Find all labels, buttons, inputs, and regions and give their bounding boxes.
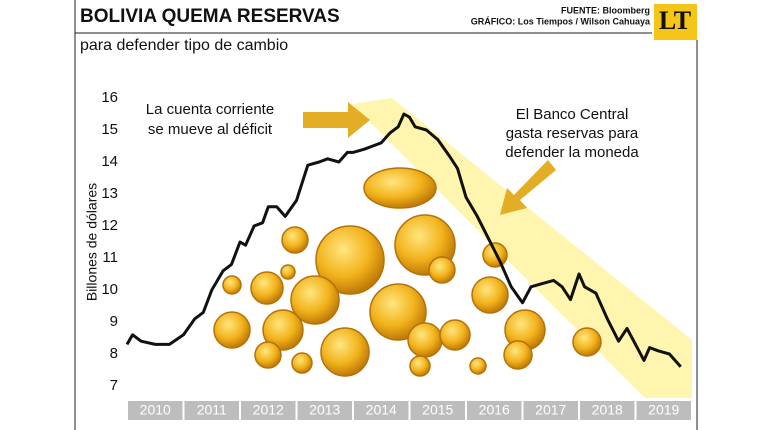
source: FUENTE: Bloomberg [561, 5, 650, 15]
coin [572, 327, 602, 357]
x-tick-label: 2017 [535, 402, 566, 418]
coin [291, 352, 313, 374]
x-tick-box [636, 401, 691, 420]
coin [407, 322, 443, 358]
annotation: El Banco Central [516, 106, 629, 123]
arrow-down [500, 160, 556, 215]
y-tick-label: 12 [101, 217, 118, 234]
coin [503, 340, 533, 370]
x-tick-box [580, 401, 635, 420]
x-tick-box [241, 401, 296, 420]
trend-band [352, 98, 692, 398]
logo: LT [659, 6, 691, 35]
coin [409, 355, 431, 377]
annotation: se mueve al déficit [148, 121, 273, 138]
annotation: La cuenta corriente [146, 101, 274, 118]
x-tick-label: 2013 [309, 402, 340, 418]
x-tick-label: 2018 [592, 402, 623, 418]
x-tick-label: 2016 [479, 402, 510, 418]
credit: GRÁFICO: Los Tiempos / Wilson Cahuaya [471, 16, 651, 26]
y-tick-label: 14 [101, 153, 118, 170]
x-tick-label: 2011 [197, 402, 227, 418]
coin [482, 242, 508, 268]
coin [290, 275, 340, 325]
x-tick-box [523, 401, 578, 420]
coin [428, 256, 456, 284]
x-tick-box [128, 401, 183, 420]
y-tick-label: 13 [101, 185, 118, 202]
x-tick-box [354, 401, 409, 420]
y-tick-label: 16 [101, 89, 118, 106]
y-axis-label: Billones de dólares [84, 183, 100, 301]
coin [320, 327, 370, 377]
y-tick-label: 8 [110, 345, 118, 362]
x-tick-label: 2019 [648, 402, 679, 418]
coins [213, 167, 602, 377]
y-tick-label: 9 [110, 313, 118, 330]
coin [315, 225, 385, 295]
y-tick-label: 7 [110, 377, 118, 394]
x-tick-label: 2014 [366, 402, 397, 418]
coin [250, 271, 284, 305]
y-tick-label: 15 [101, 121, 118, 138]
x-tick-label: 2015 [422, 402, 453, 418]
chart-subtitle: para defender tipo de cambio [80, 37, 288, 54]
coin [471, 276, 509, 314]
y-tick-label: 10 [101, 281, 118, 298]
coin [254, 341, 282, 369]
line [125, 112, 682, 368]
coin [281, 226, 309, 254]
x-tick-label: 2012 [253, 402, 284, 418]
y-tick-label: 11 [102, 249, 118, 266]
x-tick-box [297, 401, 352, 420]
annotation: gasta reservas para [506, 125, 639, 142]
coin [363, 167, 437, 209]
x-tick-box [184, 401, 239, 420]
x-tick-label: 2010 [140, 402, 171, 418]
coin [280, 264, 296, 280]
logo-box [654, 4, 697, 40]
coin [262, 309, 304, 351]
annotation: defender la moneda [505, 144, 639, 161]
coin [213, 311, 251, 349]
chart-title: BOLIVIA QUEMA RESERVAS [80, 6, 340, 27]
x-tick-box [410, 401, 465, 420]
x-tick-box [467, 401, 522, 420]
coin [222, 275, 242, 295]
coin [369, 283, 427, 341]
coin [439, 319, 471, 351]
arrow-right [303, 102, 370, 138]
coin [469, 357, 487, 375]
